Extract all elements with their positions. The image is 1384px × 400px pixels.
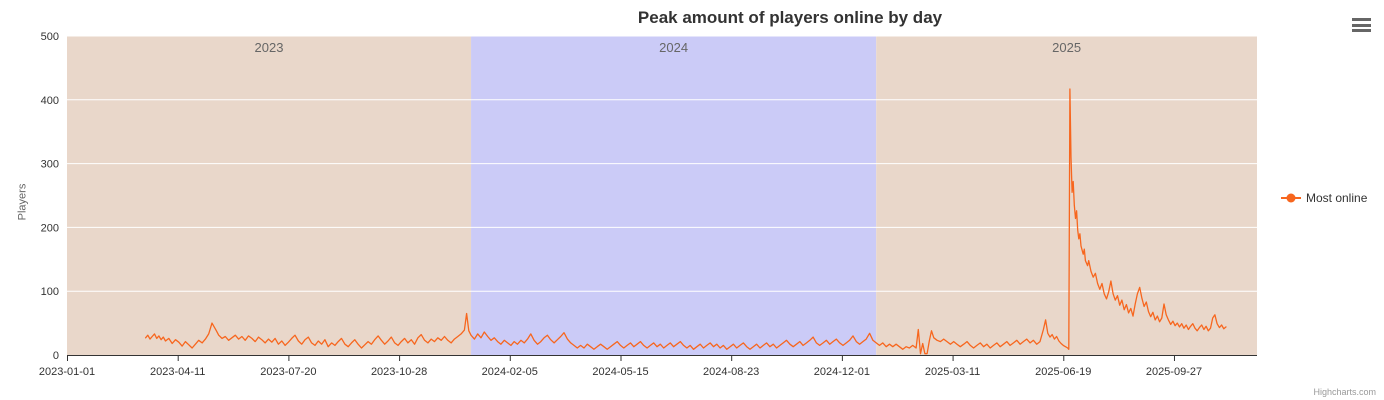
y-axis-label-500: 500	[41, 31, 59, 43]
x-axis-label-2025-06-19: 2025-06-19	[1035, 366, 1091, 378]
plot-band-2024	[471, 36, 877, 355]
chart-title: Peak amount of players online by day	[637, 8, 943, 27]
hamburger-bar	[1352, 29, 1371, 32]
y-axis-label-0: 0	[53, 350, 59, 362]
x-axis-label-2024-08-23: 2024-08-23	[703, 366, 759, 378]
x-axis-label-2024-02-05: 2024-02-05	[482, 366, 538, 378]
credits-link[interactable]: Highcharts.com	[1313, 387, 1376, 397]
y-axis-label-100: 100	[41, 286, 59, 298]
hamburger-icon[interactable]	[1350, 15, 1374, 35]
hamburger-bar	[1352, 23, 1371, 27]
x-axis-label-2023-04-11: 2023-04-11	[150, 366, 205, 378]
y-axis-label-200: 200	[41, 222, 59, 234]
plot-band-label-2025: 2025	[1052, 40, 1081, 55]
y-axis-label-400: 400	[41, 95, 59, 107]
hamburger-bar	[1352, 18, 1371, 21]
y-axis-title: Players	[16, 183, 29, 221]
y-axis-label-300: 300	[41, 159, 59, 171]
legend-item-most-online[interactable]: Most online	[1281, 191, 1367, 205]
plot-band-2025	[876, 36, 1257, 355]
x-axis-label-2023-01-01: 2023-01-01	[39, 366, 95, 378]
series-most-online[interactable]	[144, 88, 1227, 355]
x-axis-label-2025-09-27: 2025-09-27	[1146, 366, 1202, 378]
x-axis-label-2025-03-11: 2025-03-11	[925, 366, 980, 378]
x-axis-label-2024-05-15: 2024-05-15	[592, 366, 648, 378]
legend-marker-icon	[1281, 193, 1301, 203]
plot-band-label-2024: 2024	[659, 40, 688, 55]
plot-band-label-2023: 2023	[255, 40, 284, 55]
x-axis-label-2023-10-28: 2023-10-28	[371, 366, 427, 378]
plot-band-2023	[67, 36, 472, 355]
legend-label: Most online	[1306, 191, 1368, 205]
x-axis-label-2024-12-01: 2024-12-01	[814, 366, 870, 378]
x-axis-label-2023-07-20: 2023-07-20	[260, 366, 316, 378]
